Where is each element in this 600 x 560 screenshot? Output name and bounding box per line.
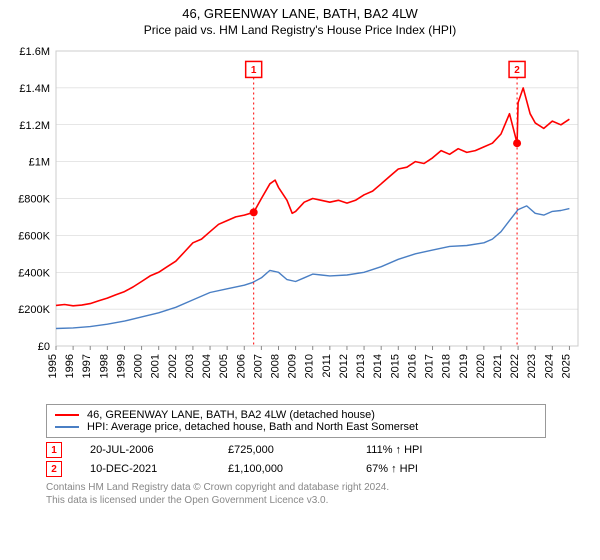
x-tick-label: 2023: [526, 354, 538, 378]
x-tick-label: 2021: [492, 354, 504, 378]
legend-swatch: [55, 426, 79, 428]
legend-label: HPI: Average price, detached house, Bath…: [87, 421, 418, 433]
sale-row: 1 20-JUL-2006 £725,000 111% ↑ HPI: [46, 442, 592, 458]
x-tick-label: 2014: [372, 354, 384, 378]
y-tick-label: £1.4M: [19, 83, 50, 95]
y-tick-label: £1.2M: [19, 120, 50, 132]
sale-price: £725,000: [228, 444, 338, 456]
sale-callout-label-2: 2: [514, 65, 520, 76]
chart-plot-area: £0 £200K £400K £600K £800K £1M £1.2M £1.4M £1.6M…: [8, 43, 592, 398]
footer-line-2: This data is licensed under the Open Gov…: [46, 494, 586, 507]
sale-marker-dot-1: [250, 208, 258, 216]
x-tick-label: 2018: [441, 354, 453, 378]
x-tick-label: 2025: [560, 354, 572, 378]
x-tick-label: 2002: [167, 354, 179, 378]
legend-swatch: [55, 414, 79, 416]
x-tick-label: 2007: [252, 354, 264, 378]
footer-attribution: Contains HM Land Registry data © Crown c…: [46, 481, 586, 507]
sale-row: 2 10-DEC-2021 £1,100,000 67% ↑ HPI: [46, 461, 592, 477]
x-tick-label: 1998: [98, 354, 110, 378]
footer-line-1: Contains HM Land Registry data © Crown c…: [46, 481, 586, 494]
y-tick-label: £200K: [18, 304, 50, 316]
y-tick-label: £800K: [18, 194, 50, 206]
sale-price: £1,100,000: [228, 463, 338, 475]
y-tick-label: £1.6M: [19, 46, 50, 58]
x-tick-label: 1995: [47, 354, 59, 378]
x-tick-label: 2005: [218, 354, 230, 378]
x-tick-label: 1996: [64, 354, 76, 378]
chart-subtitle: Price paid vs. HM Land Registry's House …: [8, 23, 592, 37]
x-tick-label: 2011: [321, 354, 333, 378]
y-tick-label: £0: [38, 341, 50, 353]
sale-pct: 111% ↑ HPI: [366, 444, 422, 456]
x-tick-label: 2022: [509, 354, 521, 378]
x-tick-label: 2020: [475, 354, 487, 378]
sale-pct: 67% ↑ HPI: [366, 463, 418, 475]
line-chart-svg: £0 £200K £400K £600K £800K £1M £1.2M £1.4M £1.6M…: [8, 43, 592, 398]
sale-marker-dot-2: [513, 139, 521, 147]
sale-marker-badge: 1: [46, 442, 62, 458]
x-tick-label: 2009: [287, 354, 299, 378]
x-tick-label: 2004: [201, 354, 213, 378]
x-tick-label: 2016: [406, 354, 418, 378]
chart-title: 46, GREENWAY LANE, BATH, BA2 4LW: [8, 6, 592, 21]
x-tick-label: 1999: [115, 354, 127, 378]
legend-row: HPI: Average price, detached house, Bath…: [55, 421, 537, 433]
y-tick-label: £400K: [18, 267, 50, 279]
x-tick-label: 2019: [458, 354, 470, 378]
x-tick-label: 2000: [133, 354, 145, 378]
x-tick-label: 2003: [184, 354, 196, 378]
x-tick-label: 2001: [150, 354, 162, 378]
y-tick-label: £600K: [18, 230, 50, 242]
sales-list: 1 20-JUL-2006 £725,000 111% ↑ HPI 2 10-DEC-20…: [8, 442, 592, 477]
legend-label: 46, GREENWAY LANE, BATH, BA2 4LW (detach…: [87, 409, 375, 421]
x-tick-label: 2008: [269, 354, 281, 378]
x-tick-label: 2015: [389, 354, 401, 378]
chart-container: 46, GREENWAY LANE, BATH, BA2 4LW Price p…: [0, 0, 600, 560]
sale-callout-label-1: 1: [251, 65, 257, 76]
sale-date: 10-DEC-2021: [90, 463, 200, 475]
x-tick-label: 2017: [424, 354, 436, 378]
x-tick-label: 2006: [235, 354, 247, 378]
sale-date: 20-JUL-2006: [90, 444, 200, 456]
x-tick-label: 1997: [81, 354, 93, 378]
x-tick-label: 2010: [304, 354, 316, 378]
sale-marker-badge: 2: [46, 461, 62, 477]
legend-row: 46, GREENWAY LANE, BATH, BA2 4LW (detach…: [55, 409, 537, 421]
x-tick-label: 2024: [543, 354, 555, 378]
legend-box: 46, GREENWAY LANE, BATH, BA2 4LW (detach…: [46, 404, 546, 438]
x-tick-label: 2013: [355, 354, 367, 378]
x-tick-label: 2012: [338, 354, 350, 378]
y-tick-label: £1M: [29, 157, 50, 169]
